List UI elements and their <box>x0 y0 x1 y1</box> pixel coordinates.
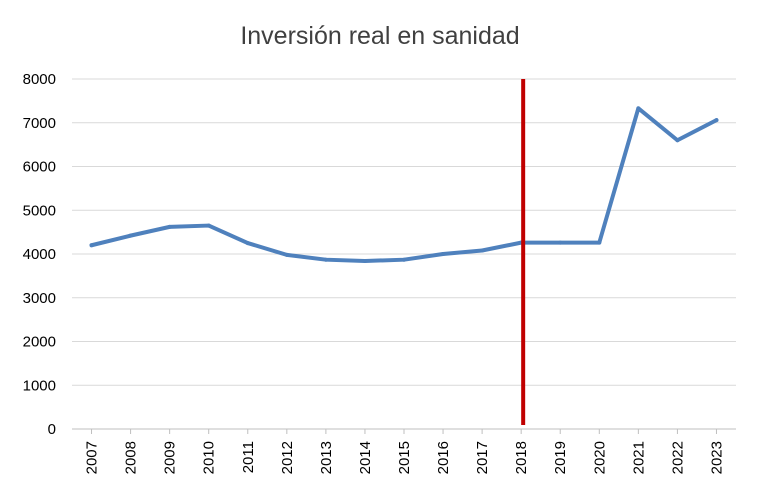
y-tick-label: 5000 <box>23 202 56 219</box>
x-tick-label: 2019 <box>552 441 569 474</box>
x-tick-label: 2021 <box>630 441 647 474</box>
data-point <box>89 243 94 248</box>
x-axis-ticks: 2007 2008 2009 2010 2011 2012 2013 2014 2015 2016… <box>84 429 725 474</box>
data-point <box>675 138 680 143</box>
y-tick-label: 0 <box>48 421 56 438</box>
y-tick-label: 7000 <box>23 115 56 132</box>
y-axis-ticks: 0 1000 2000 3000 4000 5000 6000 7000 8000 <box>23 71 56 438</box>
x-tick-label: 2011 <box>240 441 257 473</box>
data-point <box>714 118 719 123</box>
data-point <box>362 259 367 263</box>
data-point <box>597 240 602 245</box>
data-point <box>128 233 133 238</box>
y-tick-label: 4000 <box>23 246 56 263</box>
data-point <box>402 257 406 262</box>
data-point <box>441 252 446 256</box>
data-point <box>558 240 563 245</box>
data-point <box>167 224 172 229</box>
gridlines <box>72 78 736 430</box>
chart-title: Inversión real en sanidad <box>240 22 519 50</box>
x-tick-label: 2012 <box>279 441 296 474</box>
x-tick-label: 2023 <box>708 441 725 474</box>
data-point <box>245 241 250 246</box>
x-tick-label: 2010 <box>201 441 218 474</box>
y-tick-label: 6000 <box>23 159 56 176</box>
x-tick-label: 2022 <box>669 441 686 474</box>
y-tick-label: 2000 <box>23 334 56 351</box>
y-tick-label: 3000 <box>23 290 56 307</box>
data-point <box>636 106 641 111</box>
y-tick-label: 8000 <box>23 71 56 88</box>
x-tick-label: 2017 <box>474 441 491 474</box>
x-tick-label: 2007 <box>84 441 101 474</box>
data-point <box>284 252 289 257</box>
x-tick-label: 2009 <box>162 441 179 474</box>
x-tick-label: 2020 <box>591 441 608 474</box>
x-tick-label: 2016 <box>435 441 452 474</box>
x-tick-label: 2014 <box>357 441 374 474</box>
x-tick-label: 2018 <box>513 441 530 474</box>
x-tick-label: 2015 <box>396 441 413 474</box>
y-tick-label: 1000 <box>23 377 56 394</box>
data-point <box>323 257 328 262</box>
series-layer <box>89 106 719 263</box>
x-tick-label: 2013 <box>318 441 335 474</box>
series-line-0 <box>89 106 719 263</box>
data-point <box>480 248 485 253</box>
data-point <box>206 223 211 228</box>
x-tick-label: 2008 <box>123 441 140 474</box>
